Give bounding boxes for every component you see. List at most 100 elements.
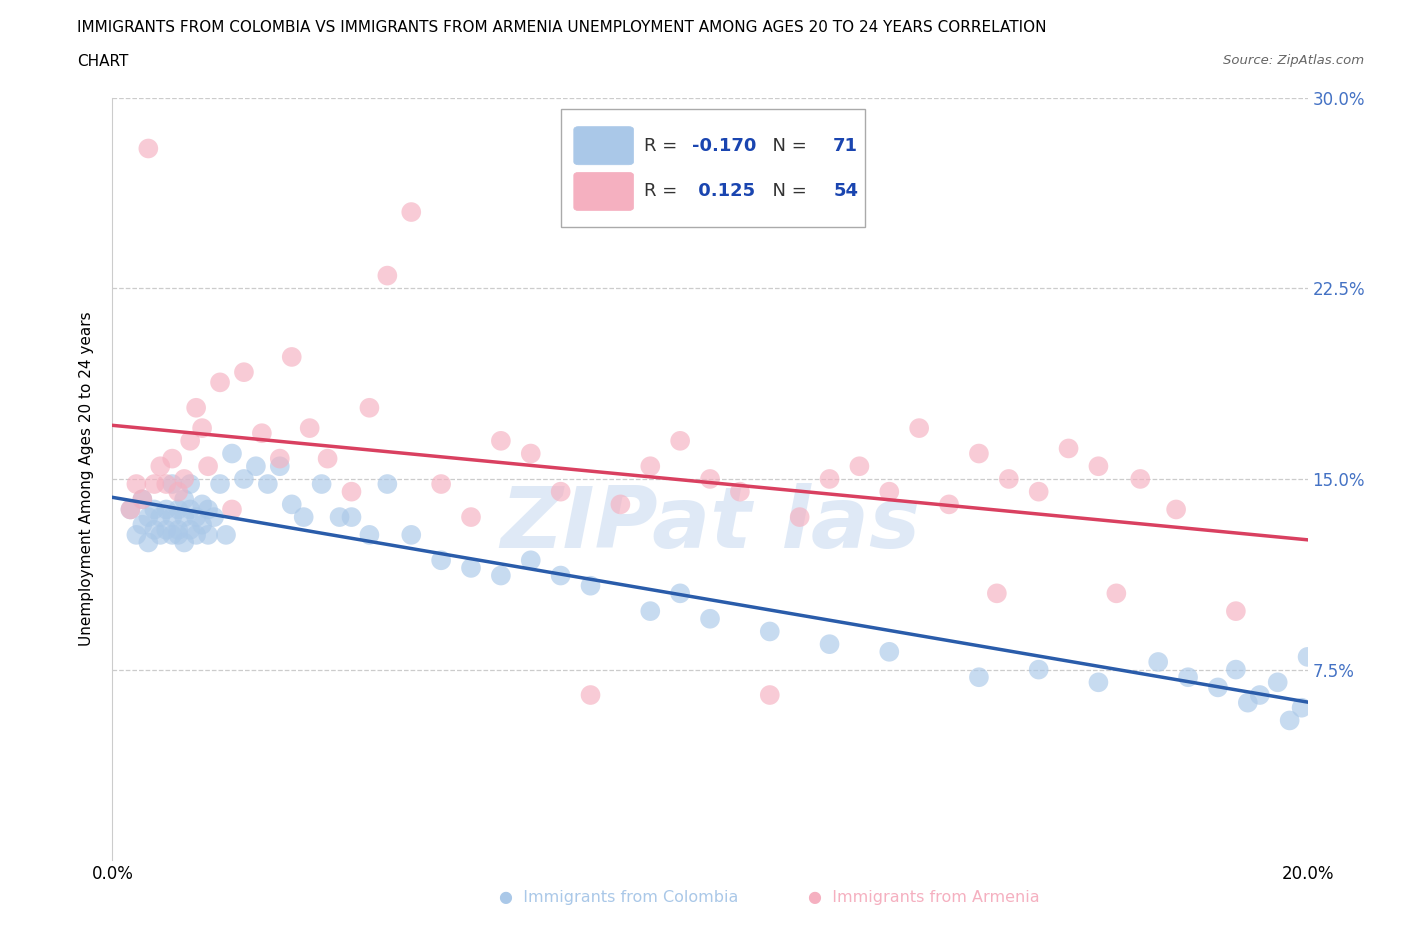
Point bbox=[179, 502, 201, 517]
Point bbox=[520, 446, 543, 461]
Point bbox=[155, 502, 177, 517]
Point bbox=[173, 510, 195, 525]
Point bbox=[173, 492, 195, 507]
Point bbox=[430, 552, 453, 567]
Point bbox=[173, 535, 195, 550]
Point bbox=[167, 523, 190, 538]
Point bbox=[197, 502, 219, 517]
Point bbox=[1105, 586, 1128, 601]
Point bbox=[1278, 713, 1301, 728]
Point bbox=[579, 578, 602, 593]
Point bbox=[143, 502, 166, 517]
Point bbox=[1237, 696, 1260, 711]
Point bbox=[879, 644, 901, 659]
Point bbox=[359, 400, 381, 415]
Point bbox=[269, 458, 291, 473]
Point bbox=[179, 476, 201, 491]
Point bbox=[143, 523, 166, 538]
Point bbox=[233, 365, 256, 379]
Point bbox=[1087, 458, 1109, 473]
Point bbox=[699, 611, 721, 626]
Point bbox=[818, 637, 841, 652]
Point bbox=[186, 400, 208, 415]
Point bbox=[818, 472, 841, 486]
Point bbox=[167, 485, 190, 499]
Point bbox=[197, 527, 219, 542]
Text: N =: N = bbox=[762, 182, 813, 201]
Text: -0.170: -0.170 bbox=[692, 137, 756, 154]
Point bbox=[311, 476, 333, 491]
Text: ●  Immigrants from Armenia: ● Immigrants from Armenia bbox=[808, 890, 1040, 905]
Point bbox=[131, 492, 153, 507]
Point bbox=[209, 375, 232, 390]
Point bbox=[340, 510, 363, 525]
Point bbox=[162, 527, 183, 542]
Point bbox=[520, 552, 543, 567]
Point bbox=[281, 497, 304, 512]
Point bbox=[789, 510, 811, 525]
Point bbox=[197, 458, 219, 473]
Point bbox=[167, 527, 190, 542]
Point bbox=[1028, 662, 1050, 677]
Point bbox=[292, 510, 315, 525]
Point bbox=[138, 141, 160, 156]
Point bbox=[125, 476, 148, 491]
Text: R =: R = bbox=[644, 137, 683, 154]
Point bbox=[179, 523, 201, 538]
Point bbox=[1225, 662, 1247, 677]
Point bbox=[1147, 655, 1170, 670]
Point bbox=[1057, 441, 1080, 456]
Y-axis label: Unemployment Among Ages 20 to 24 years: Unemployment Among Ages 20 to 24 years bbox=[79, 312, 94, 646]
Point bbox=[162, 476, 183, 491]
Point bbox=[430, 476, 453, 491]
Text: 0.125: 0.125 bbox=[692, 182, 755, 201]
Point bbox=[120, 502, 142, 517]
Point bbox=[669, 433, 692, 448]
Point bbox=[179, 433, 201, 448]
Point bbox=[215, 527, 238, 542]
Point bbox=[191, 517, 214, 532]
Point bbox=[281, 350, 304, 365]
Text: N =: N = bbox=[762, 137, 813, 154]
Point bbox=[1291, 700, 1313, 715]
Point bbox=[1249, 687, 1271, 702]
Point bbox=[1206, 680, 1229, 695]
Point bbox=[149, 458, 172, 473]
Point bbox=[186, 510, 208, 525]
Point bbox=[967, 446, 990, 461]
Point bbox=[359, 527, 381, 542]
Point bbox=[162, 451, 183, 466]
Text: Source: ZipAtlas.com: Source: ZipAtlas.com bbox=[1223, 54, 1364, 67]
Point bbox=[579, 687, 602, 702]
Point bbox=[669, 586, 692, 601]
Point bbox=[131, 492, 153, 507]
Point bbox=[131, 517, 153, 532]
Point bbox=[120, 502, 142, 517]
Text: 71: 71 bbox=[834, 137, 858, 154]
Point bbox=[173, 472, 195, 486]
Text: IMMIGRANTS FROM COLOMBIA VS IMMIGRANTS FROM ARMENIA UNEMPLOYMENT AMONG AGES 20 T: IMMIGRANTS FROM COLOMBIA VS IMMIGRANTS F… bbox=[77, 20, 1047, 35]
Point bbox=[759, 687, 782, 702]
Point bbox=[998, 472, 1021, 486]
Point bbox=[269, 451, 291, 466]
Text: ●  Immigrants from Colombia: ● Immigrants from Colombia bbox=[499, 890, 738, 905]
Point bbox=[377, 268, 399, 283]
Point bbox=[550, 485, 572, 499]
Point bbox=[848, 458, 870, 473]
Point bbox=[186, 527, 208, 542]
Point bbox=[460, 561, 482, 576]
Point bbox=[149, 510, 172, 525]
Text: CHART: CHART bbox=[77, 54, 129, 69]
Point bbox=[938, 497, 960, 512]
Point bbox=[699, 472, 721, 486]
Point bbox=[1225, 604, 1247, 618]
Point bbox=[1267, 675, 1289, 690]
Point bbox=[1177, 670, 1199, 684]
Point bbox=[191, 497, 214, 512]
Point bbox=[550, 568, 572, 583]
Point bbox=[1087, 675, 1109, 690]
Point bbox=[257, 476, 280, 491]
Point bbox=[167, 502, 190, 517]
Point bbox=[1166, 502, 1188, 517]
Point bbox=[401, 527, 423, 542]
